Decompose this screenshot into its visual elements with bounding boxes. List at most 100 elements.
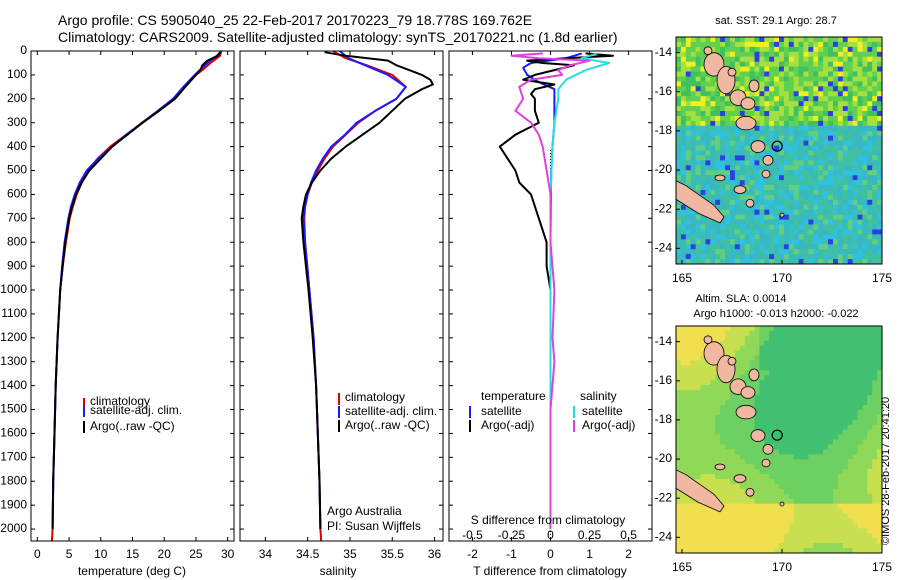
heatmap-cell [774, 116, 780, 122]
heatmap-cell [842, 190, 849, 196]
heatmap-cell [744, 209, 751, 216]
heatmap-cell [779, 125, 785, 132]
heatmap-cell [695, 330, 702, 337]
heatmap-cell [759, 125, 765, 132]
heatmap-cell [690, 91, 697, 97]
heatmap-cell [788, 140, 795, 147]
heatmap-cell [700, 474, 706, 480]
heatmap-cell [730, 125, 736, 132]
heatmap-cell [862, 41, 868, 48]
heatmap-cell [739, 508, 746, 515]
x-tick-label: 170 [772, 271, 792, 285]
heatmap-cell [862, 340, 868, 347]
heatmap-cell [725, 229, 731, 235]
heatmap-cell [739, 219, 746, 226]
heatmap-cell [710, 330, 716, 337]
heatmap-cell [837, 135, 844, 142]
s-tick-label: 0.5 [620, 528, 637, 542]
heatmap-cell [798, 405, 805, 411]
heatmap-cell [808, 199, 814, 206]
heatmap-cell [818, 335, 824, 342]
heatmap-cell [872, 190, 878, 196]
heatmap-cell [730, 185, 736, 191]
heatmap-cell [744, 513, 751, 519]
heatmap-cell [842, 340, 849, 347]
heatmap-cell [764, 523, 770, 529]
heatmap-cell [783, 528, 790, 534]
heatmap-cell [877, 528, 882, 534]
heatmap-cell [847, 493, 854, 500]
heatmap-cell [783, 498, 790, 505]
heatmap-cell [680, 326, 687, 332]
heatmap-cell [710, 239, 716, 245]
heatmap-cell [730, 180, 736, 186]
heatmap-cell [676, 165, 682, 171]
heatmap-cell [783, 239, 790, 245]
heatmap-cell [788, 365, 795, 371]
heatmap-cell [779, 543, 785, 549]
heatmap-cell [788, 459, 795, 465]
heatmap-cell [685, 125, 692, 132]
heatmap-cell [818, 199, 824, 206]
heatmap-cell [788, 214, 795, 221]
heatmap-cell [759, 234, 765, 240]
heatmap-cell [695, 66, 702, 73]
x-tick-label: -2 [467, 547, 478, 561]
heatmap-cell [847, 350, 854, 357]
heatmap-cell [847, 37, 854, 43]
heatmap-cell [783, 330, 790, 337]
heatmap-cell [715, 239, 721, 245]
heatmap-cell [798, 81, 805, 87]
heatmap-cell [828, 370, 834, 376]
x-tick-label: 36 [428, 547, 442, 561]
heatmap-cell [818, 365, 824, 371]
heatmap-cell [877, 204, 882, 211]
heatmap-cell [852, 498, 859, 505]
heatmap-cell [847, 355, 854, 362]
heatmap-cell [852, 101, 859, 107]
y-tick-label: 500 [7, 163, 27, 177]
heatmap-cell [828, 219, 834, 226]
heatmap-cell [847, 375, 854, 381]
heatmap-cell [730, 234, 736, 240]
heatmap-cell [837, 175, 844, 181]
heatmap-cell [710, 140, 716, 147]
sst-map-panel: sat. SST: 29.1 Argo: 28.7 165 170 175-14-1… [655, 15, 893, 285]
heatmap-cell [690, 464, 697, 470]
heatmap-cell [769, 150, 775, 156]
heatmap-cell [818, 380, 824, 386]
heatmap-cell [744, 91, 751, 97]
heatmap-cell [867, 326, 873, 332]
heatmap-cell [779, 120, 785, 127]
heatmap-cell [867, 37, 873, 43]
y-tick-label: -22 [655, 201, 673, 215]
heatmap-cell [793, 523, 800, 529]
heatmap-cell [823, 37, 829, 43]
heatmap-cell [803, 414, 809, 421]
heatmap-cell [720, 444, 726, 450]
heatmap-cell [690, 37, 697, 43]
heatmap-cell [783, 429, 790, 436]
heatmap-cell [720, 160, 726, 166]
heatmap-cell [828, 360, 834, 366]
heatmap-cell [685, 224, 692, 230]
salinity-panel: 34 34.5 35 35.5 36 salinity climatology sate… [239, 50, 444, 578]
heatmap-cell [676, 160, 682, 166]
heatmap-cell [813, 469, 819, 475]
heatmap-cell [749, 513, 756, 519]
heatmap-cell [783, 190, 790, 196]
heatmap-cell [847, 66, 854, 73]
heatmap-cell [857, 170, 863, 176]
heatmap-cell [847, 434, 854, 441]
heatmap-cell [847, 259, 854, 264]
heatmap-cell [852, 479, 859, 485]
heatmap-cell [813, 543, 819, 549]
heatmap-cell [774, 474, 780, 480]
heatmap-cell [769, 474, 775, 480]
heatmap-cell [685, 538, 692, 544]
heatmap-cell [680, 513, 687, 519]
heatmap-cell [676, 360, 682, 366]
heatmap-cell [828, 543, 834, 549]
heatmap-cell [690, 326, 697, 332]
heatmap-cell [759, 518, 765, 524]
